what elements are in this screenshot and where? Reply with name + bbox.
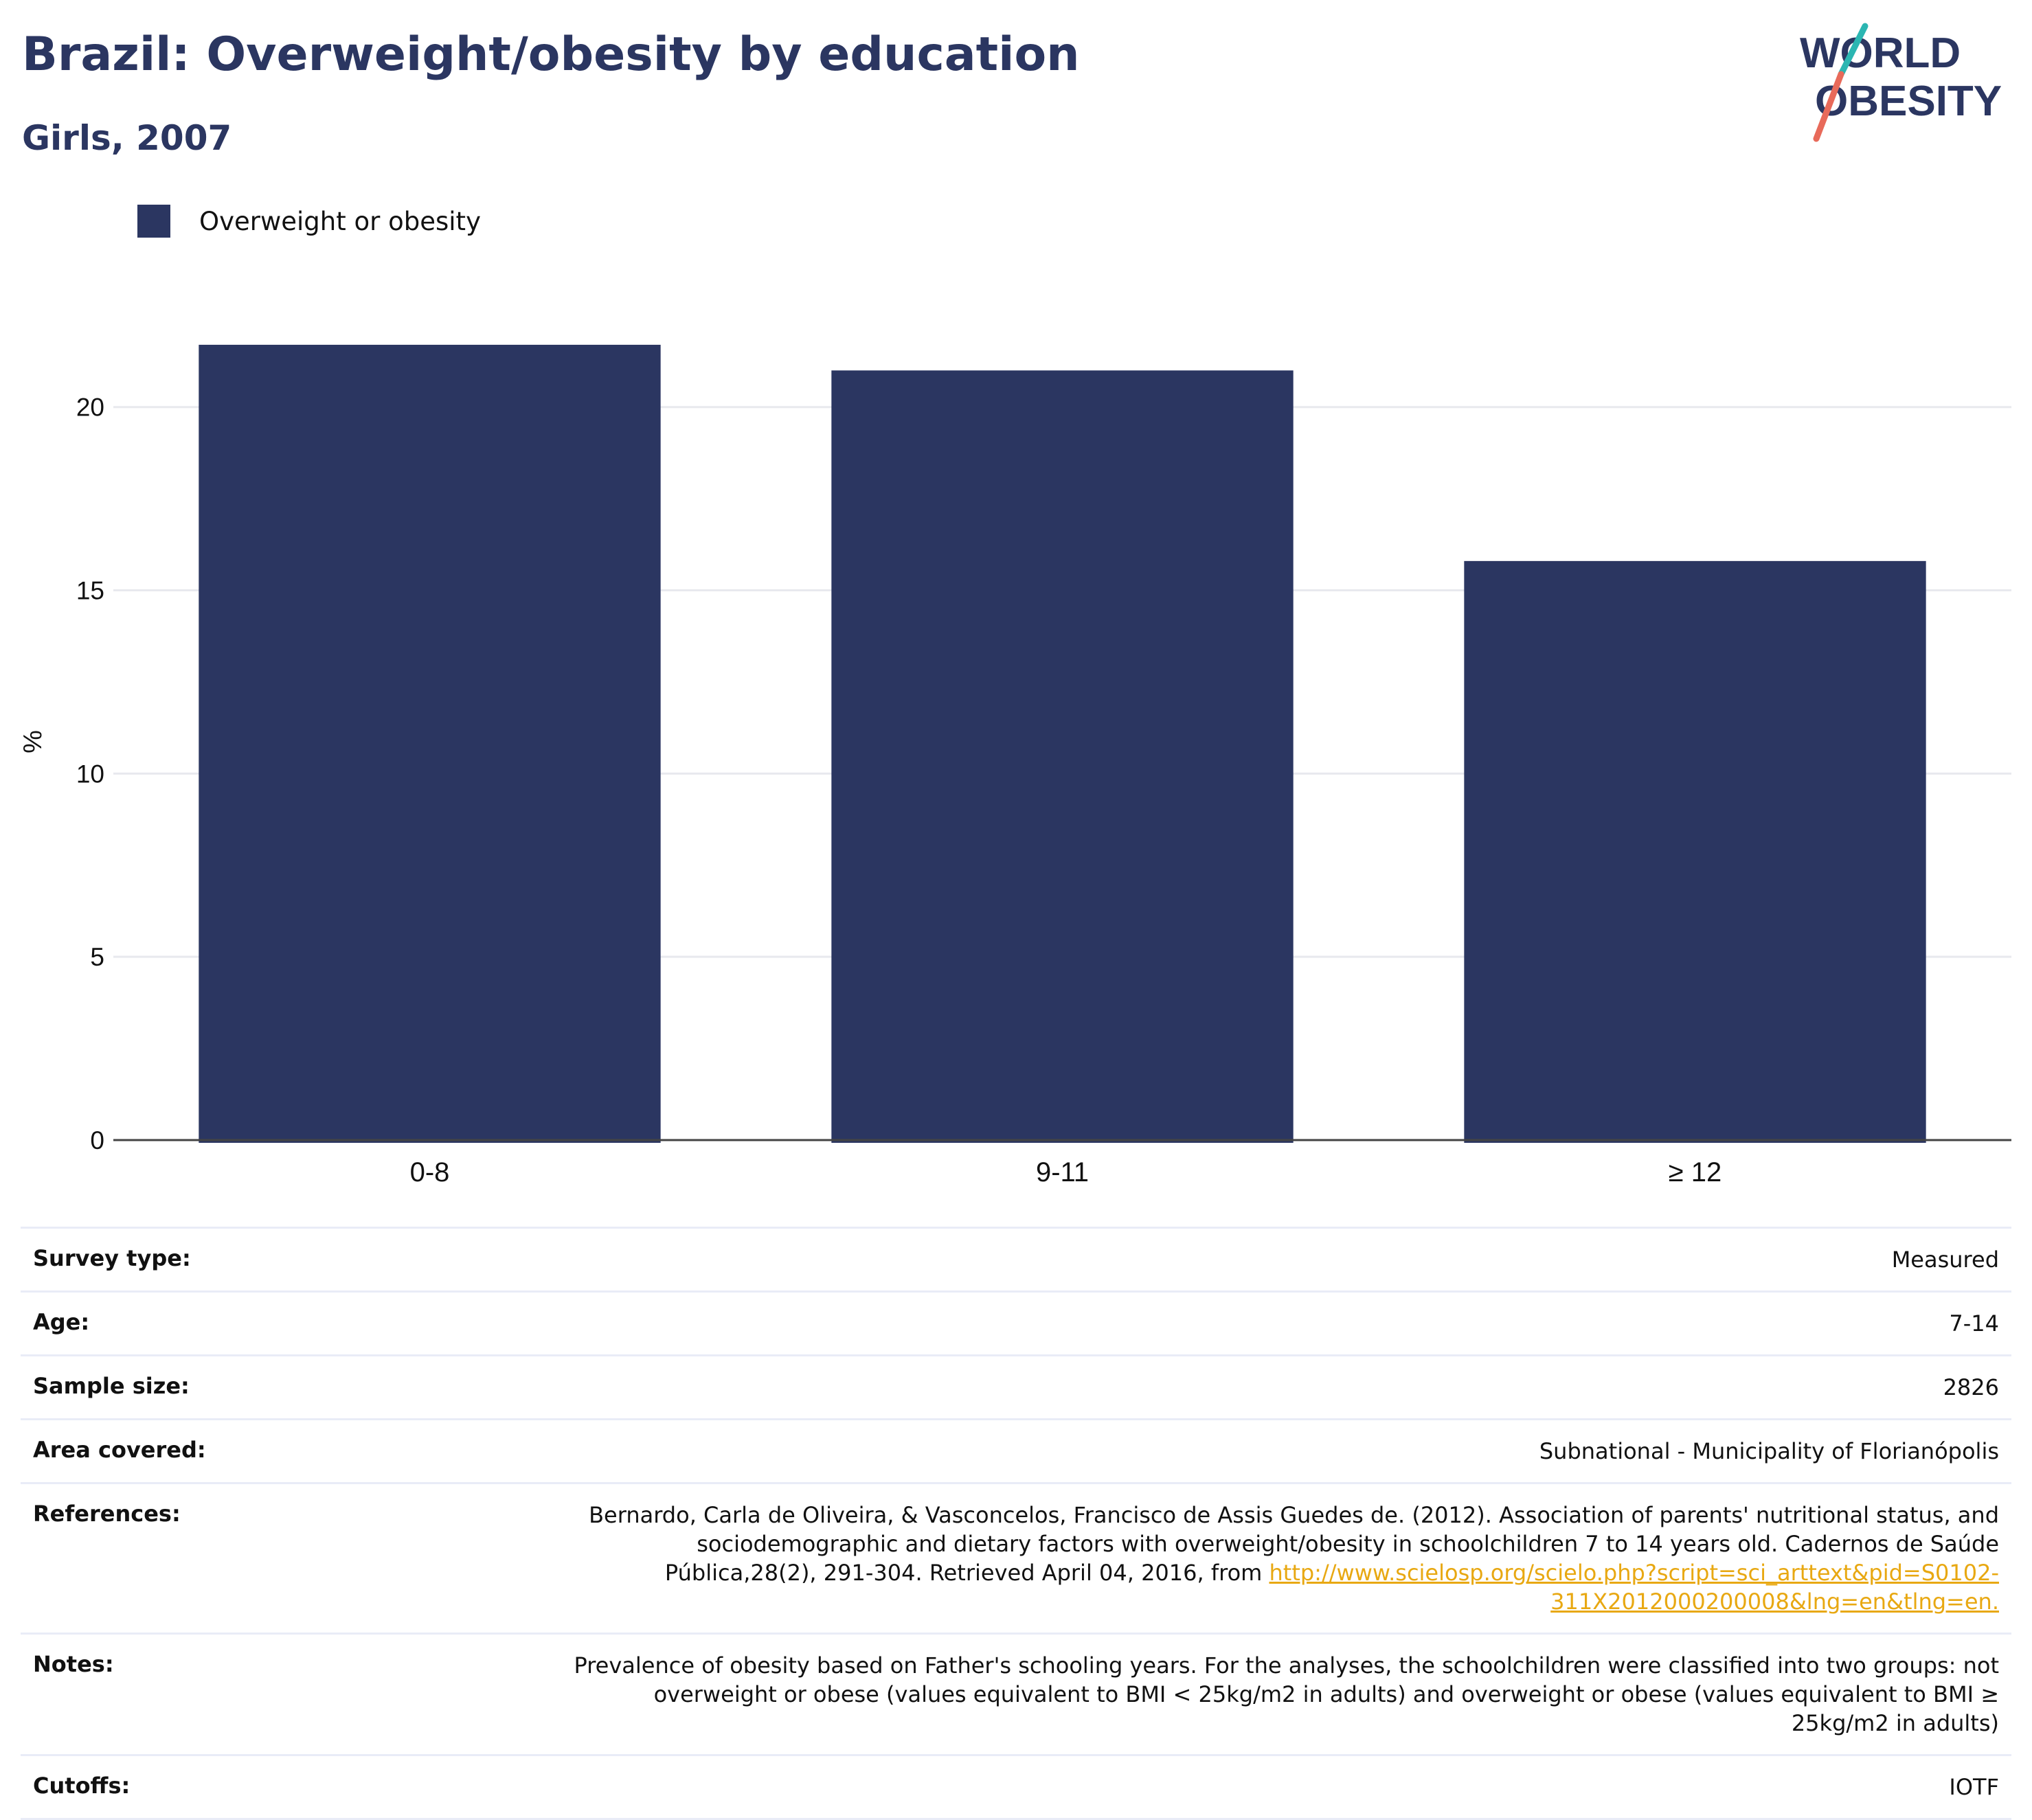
info-row: Area covered: Subnational - Municipality … <box>21 1418 2011 1482</box>
y-tick-label: 0 <box>90 1126 104 1154</box>
info-row: References: Bernardo, Carla de Oliveira, … <box>21 1482 2011 1633</box>
info-value: Prevalence of obesity based on Father's … <box>570 1651 1999 1738</box>
info-row: Survey type: Measured <box>21 1227 2011 1290</box>
info-value-text: Prevalence of obesity based on Father's … <box>574 1652 1999 1736</box>
info-value: Subnational - Municipality of Florianópo… <box>1539 1437 1999 1466</box>
info-row: Age: 7-14 <box>21 1290 2011 1354</box>
info-label: Notes: <box>33 1651 114 1677</box>
info-value-text: Bernardo, Carla de Oliveira, & Vasconcel… <box>589 1502 1999 1586</box>
info-label: Area covered: <box>33 1437 206 1463</box>
x-tick-label: 0-8 <box>410 1157 450 1187</box>
info-value-text: Subnational - Municipality of Florianópo… <box>1539 1438 1999 1464</box>
info-row: Notes: Prevalence of obesity based on Fat… <box>21 1633 2011 1754</box>
world-obesity-logo: WORLD OBESITY <box>1800 23 2002 142</box>
info-value: Measured <box>1892 1245 1999 1274</box>
info-value: Bernardo, Carla de Oliveira, & Vasconcel… <box>570 1501 1999 1616</box>
legend-label: Overweight or obesity <box>199 206 481 236</box>
info-label: Survey type: <box>33 1245 191 1271</box>
x-tick-label: 9-11 <box>1036 1157 1089 1187</box>
info-value-text: 7-14 <box>1949 1310 1999 1336</box>
info-value-text: IOTF <box>1949 1774 1999 1800</box>
bar-chart: 0 5 10 15 20 0-8 9-11 ≥ 12 % <box>19 345 2011 1187</box>
survey-info-table: Survey type: Measured Age: 7-14 Sample size:… <box>21 1227 2011 1820</box>
info-label: Sample size: <box>33 1373 190 1399</box>
reference-link[interactable]: http://www.scielosp.org/scielo.php?scrip… <box>1269 1560 1999 1615</box>
logo-word-world: WORLD <box>1800 30 1961 77</box>
info-value: 7-14 <box>1949 1309 1999 1338</box>
info-label: Cutoffs: <box>33 1773 131 1799</box>
chart-title: Brazil: Overweight/obesity by education <box>22 27 1080 82</box>
bars <box>199 345 1926 1143</box>
bar[interactable] <box>1464 560 1926 1143</box>
info-value-text: Measured <box>1891 1247 1999 1273</box>
bar[interactable] <box>199 345 661 1143</box>
y-tick-label: 5 <box>90 943 104 971</box>
info-value-text: 2826 <box>1943 1374 1999 1400</box>
info-value: 2826 <box>1943 1373 1999 1402</box>
chart-subtitle: Girls, 2007 <box>22 118 232 158</box>
y-axis-label: % <box>19 730 47 753</box>
info-label: References: <box>33 1501 181 1527</box>
logo-slash-teal <box>1838 23 1869 78</box>
info-row: Sample size: 2826 <box>21 1354 2011 1418</box>
info-row: Cutoffs: IOTF <box>21 1754 2011 1820</box>
logo-slash-coral <box>1813 71 1844 142</box>
chart-legend[interactable]: Overweight or obesity <box>137 205 481 238</box>
legend-swatch <box>137 205 170 238</box>
x-tick-label: ≥ 12 <box>1669 1157 1722 1187</box>
bar[interactable] <box>831 370 1294 1143</box>
y-tick-label: 20 <box>76 394 104 422</box>
y-tick-label: 10 <box>76 760 104 788</box>
x-tick-labels: 0-8 9-11 ≥ 12 <box>410 1157 1722 1187</box>
info-value: IOTF <box>1949 1773 1999 1801</box>
y-tick-label: 15 <box>76 577 104 605</box>
logo-word-obesity: OBESITY <box>1815 78 2002 125</box>
y-tick-labels: 0 5 10 15 20 <box>76 394 104 1154</box>
info-label: Age: <box>33 1309 90 1335</box>
